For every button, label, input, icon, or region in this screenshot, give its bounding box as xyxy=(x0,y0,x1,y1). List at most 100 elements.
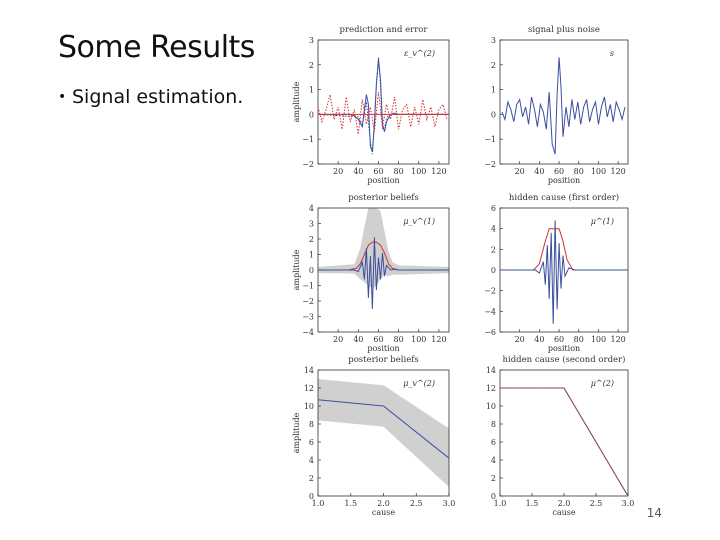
chart-title: signal plus noise xyxy=(528,25,600,35)
y-tick-label: 14 xyxy=(486,366,496,375)
chart-title: prediction and error xyxy=(340,25,429,35)
y-tick-label: 0 xyxy=(309,110,314,119)
y-tick-label: −2 xyxy=(484,160,496,169)
series-line-red-solid xyxy=(500,228,628,271)
chart-title: posterior beliefs xyxy=(348,355,418,365)
y-tick-label: 2 xyxy=(309,61,314,70)
series-line-blue-solid xyxy=(318,237,449,309)
series-line-blue-solid xyxy=(317,399,450,459)
x-tick-label: 20 xyxy=(333,335,343,344)
series-line-blue-solid xyxy=(501,57,626,155)
chart-posterior-first: 20 40 60 80 100 120 −4 −3 −2 −1 0 1 2 3 4 posterior bel… xyxy=(292,193,450,353)
y-tick-label: 0 xyxy=(491,492,496,501)
y-tick-label: −3 xyxy=(302,313,314,322)
y-tick-label: 10 xyxy=(304,402,314,411)
y-tick-label: 10 xyxy=(486,402,496,411)
x-axis-label: cause xyxy=(372,508,396,517)
x-tick-label: 100 xyxy=(411,335,426,344)
y-tick-label: −6 xyxy=(484,328,496,337)
y-tick-label: 2 xyxy=(491,61,496,70)
y-tick-label: 4 xyxy=(491,456,496,465)
chart-title: posterior beliefs xyxy=(348,193,418,203)
series-line-blue-solid xyxy=(500,387,629,497)
y-tick-label: 1 xyxy=(309,86,314,95)
y-tick-label: 12 xyxy=(486,384,496,393)
x-tick-label: 120 xyxy=(431,335,446,344)
chart-annotation: μ_v^(1) xyxy=(403,217,435,226)
bullet-item: • Signal estimation. xyxy=(58,86,243,108)
confidence-band xyxy=(318,379,449,487)
chart-signal-noise: 20 40 60 80 100 120 −2 −1 0 1 2 3 signal plus noise s… xyxy=(484,25,629,185)
chart-posterior-second: 1.0 1.5 2.0 2.5 3.0 0 2 4 6 8 10 12 14 posterior beli… xyxy=(292,355,455,517)
y-tick-label: 0 xyxy=(309,492,314,501)
chart-annotation: ε_v^(2) xyxy=(404,49,435,58)
y-tick-label: 3 xyxy=(309,36,314,45)
y-tick-label: 2 xyxy=(309,474,314,483)
y-tick-label: 4 xyxy=(309,204,314,213)
chart-annotation: s xyxy=(610,49,614,58)
chart-hidden-first: 20 40 60 80 100 120 −6 −4 −2 0 2 4 6 hidden cause (fi… xyxy=(484,192,629,353)
slide-title: Some Results xyxy=(58,30,255,65)
y-tick-label: −1 xyxy=(302,282,314,291)
y-tick-label: 6 xyxy=(491,204,496,213)
x-tick-label: 100 xyxy=(591,335,606,344)
x-tick-label: 80 xyxy=(394,167,404,176)
y-tick-label: −1 xyxy=(302,135,314,144)
y-tick-label: 2 xyxy=(309,235,314,244)
x-tick-label: 1.0 xyxy=(494,499,507,508)
series-line-blue-solid xyxy=(500,220,628,324)
chart-title: hidden cause (first order) xyxy=(509,192,619,203)
plot-frame xyxy=(499,39,629,165)
x-tick-label: 120 xyxy=(431,167,446,176)
x-tick-label: 100 xyxy=(411,167,426,176)
series-line-red-dotted xyxy=(500,387,629,497)
x-tick-label: 120 xyxy=(611,167,626,176)
y-tick-label: 3 xyxy=(309,220,314,229)
x-tick-label: 80 xyxy=(574,167,584,176)
y-tick-label: 4 xyxy=(309,456,314,465)
x-tick-label: 80 xyxy=(394,335,404,344)
y-tick-label: −1 xyxy=(484,135,496,144)
y-tick-label: 6 xyxy=(309,438,314,447)
x-tick-label: 40 xyxy=(534,167,544,176)
x-tick-label: 3.0 xyxy=(622,499,635,508)
y-tick-label: 1 xyxy=(491,86,496,95)
x-tick-label: 1.5 xyxy=(526,499,539,508)
y-tick-label: 1 xyxy=(309,251,314,260)
x-axis-label: position xyxy=(367,344,399,353)
chart-title: hidden cause (second order) xyxy=(503,354,626,365)
x-tick-label: 60 xyxy=(554,167,564,176)
series-line-blue-solid xyxy=(318,59,449,152)
x-tick-label: 20 xyxy=(515,167,525,176)
x-axis-label: cause xyxy=(552,508,576,517)
y-tick-label: 14 xyxy=(304,366,314,375)
series-line-red-dotted xyxy=(317,92,448,135)
chart-annotation: μ^(1) xyxy=(591,217,614,226)
x-tick-label: 1.0 xyxy=(312,499,325,508)
x-tick-label: 2.5 xyxy=(590,499,603,508)
y-tick-label: 0 xyxy=(491,266,496,275)
x-tick-label: 40 xyxy=(534,335,544,344)
x-tick-label: 100 xyxy=(591,167,606,176)
x-tick-label: 3.0 xyxy=(443,499,456,508)
chart-hidden-second: 1.0 1.5 2.0 2.5 3.0 0 2 4 6 8 10 12 14 hidden cause (… xyxy=(486,354,635,517)
series-line-blue-dotted xyxy=(317,57,449,155)
y-axis-label: amplitude xyxy=(292,412,301,453)
y-tick-label: 4 xyxy=(491,225,496,234)
chart-annotation: μ^(2) xyxy=(591,379,614,388)
y-axis-label: amplitude xyxy=(292,249,301,290)
x-tick-label: 2.0 xyxy=(377,499,390,508)
y-tick-label: −2 xyxy=(302,297,314,306)
bullet-dot-icon: • xyxy=(58,89,67,105)
y-tick-label: 0 xyxy=(309,266,314,275)
x-axis-label: position xyxy=(367,176,399,185)
x-axis-label: position xyxy=(548,344,580,353)
x-tick-label: 40 xyxy=(353,335,363,344)
x-axis-label: position xyxy=(548,176,580,185)
plot-frame xyxy=(317,39,450,165)
y-tick-label: 2 xyxy=(491,245,496,254)
chart-pred-error: 20 40 60 80 100 120 −2 −1 0 1 2 3 prediction and err… xyxy=(292,25,450,185)
page-number: 14 xyxy=(646,506,662,520)
bullet-text: Signal estimation. xyxy=(72,86,244,108)
